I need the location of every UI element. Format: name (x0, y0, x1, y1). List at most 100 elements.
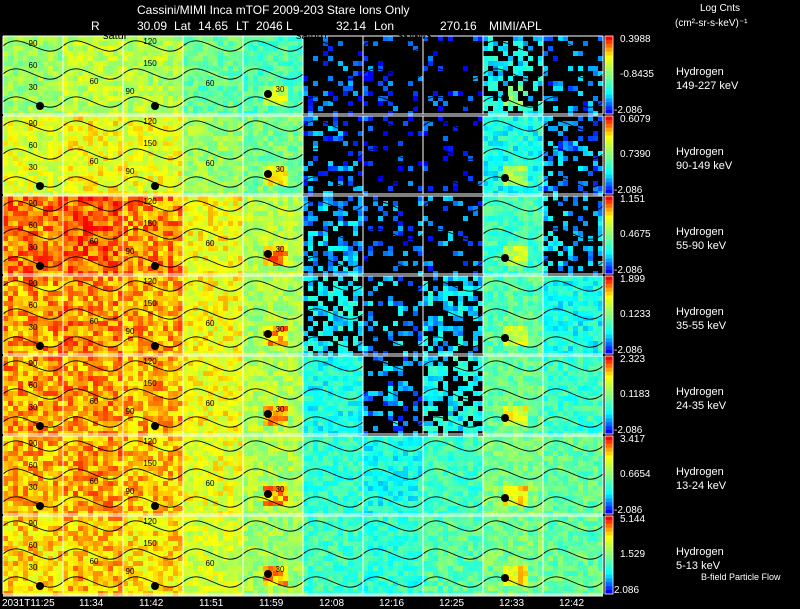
heatmap-cell (338, 216, 343, 221)
heatmap-cell (123, 36, 128, 41)
heatmap-cell (238, 86, 243, 91)
heatmap-cell (333, 246, 338, 251)
heatmap-cell (218, 91, 223, 96)
heatmap-cell (463, 216, 468, 221)
saturn-marker (36, 182, 44, 190)
heatmap-cell (133, 56, 138, 61)
heatmap-cell (208, 71, 213, 76)
heatmap-cell (203, 326, 208, 331)
heatmap-cell (553, 56, 558, 61)
contour-label: 60 (90, 237, 99, 246)
heatmap-cell (58, 311, 63, 316)
heatmap-cell (173, 81, 178, 86)
heatmap-cell (53, 46, 58, 51)
heatmap-cell (268, 156, 273, 161)
heatmap-cell (318, 231, 323, 236)
heatmap-cell (298, 76, 303, 81)
saturn-marker (36, 262, 44, 270)
heatmap-cell (38, 116, 43, 121)
heatmap-cell (88, 151, 93, 156)
heatmap-cell (13, 311, 18, 316)
heatmap-cell (233, 216, 238, 221)
heatmap-cell (3, 231, 8, 236)
heatmap-cell (63, 71, 68, 76)
heatmap-cell (73, 56, 78, 61)
heatmap-cell (63, 166, 68, 171)
heatmap-cell (198, 301, 203, 306)
heatmap-cell (248, 216, 253, 221)
colorbar-segment (605, 155, 613, 160)
heatmap-cell (148, 91, 153, 96)
heatmap-cell (23, 281, 28, 286)
heatmap-cell (228, 291, 233, 296)
heatmap-cell (218, 106, 223, 111)
heatmap-cell (218, 346, 223, 351)
heatmap-cell (113, 166, 118, 171)
heatmap-cell (63, 141, 68, 146)
heatmap-cell (178, 141, 183, 146)
heatmap-cell (233, 326, 238, 331)
heatmap-cell (38, 131, 43, 136)
heatmap-cell (33, 236, 38, 241)
heatmap-cell (143, 166, 148, 171)
heatmap-cell (123, 46, 128, 51)
contour-label: 90 (126, 247, 135, 256)
heatmap-cell (323, 36, 328, 41)
heatmap-cell (528, 181, 533, 186)
heatmap-cell (228, 36, 233, 41)
contour-label: 120 (143, 37, 157, 46)
heatmap-cell (23, 196, 28, 201)
heatmap-cell (198, 106, 203, 111)
contour-line (422, 256, 484, 268)
heatmap-cell (78, 141, 83, 146)
heatmap-cell (58, 321, 63, 326)
heatmap-cell (523, 261, 528, 266)
contour-line (422, 176, 484, 188)
heatmap-cell (43, 246, 48, 251)
contour-line (302, 68, 364, 80)
heatmap-cell (208, 321, 213, 326)
heatmap-cell (228, 61, 233, 66)
heatmap-cell (248, 211, 253, 216)
heatmap-cell (233, 231, 238, 236)
heatmap-cell (13, 56, 18, 61)
heatmap-cell (83, 196, 88, 201)
heatmap-cell (93, 236, 98, 241)
heatmap-cell (148, 341, 153, 346)
heatmap-cell (253, 176, 258, 181)
heatmap-cell (153, 171, 158, 176)
heatmap-cell (53, 151, 58, 156)
heatmap-cell (533, 81, 538, 86)
heatmap-cell (488, 136, 493, 141)
heatmap-cell (203, 171, 208, 176)
heatmap-cell (508, 256, 513, 261)
heatmap-cell (23, 346, 28, 351)
heatmap-cell (233, 136, 238, 141)
heatmap-cell (283, 121, 288, 126)
contour-line (302, 256, 364, 268)
heatmap-cell (483, 61, 488, 66)
heatmap-cell (373, 41, 378, 46)
heatmap-cell (243, 86, 248, 91)
heatmap-cell (148, 241, 153, 246)
heatmap-cell (493, 171, 498, 176)
heatmap-cell (138, 36, 143, 41)
heatmap-cell (193, 106, 198, 111)
heatmap-cell (393, 266, 398, 271)
heatmap-cell (63, 91, 68, 96)
heatmap-cell (203, 251, 208, 256)
heatmap-cell (3, 51, 8, 56)
colorbar-segment (605, 151, 613, 156)
heatmap-cell (163, 166, 168, 171)
heatmap-cell (218, 256, 223, 261)
heatmap-cell (593, 121, 598, 126)
heatmap-cell (133, 101, 138, 106)
heatmap-cell (183, 291, 188, 296)
heatmap-cell (13, 246, 18, 251)
heatmap-cell (268, 236, 273, 241)
heatmap-cell (148, 316, 153, 321)
heatmap-cell (143, 76, 148, 81)
heatmap-cell (23, 41, 28, 46)
heatmap-cell (238, 256, 243, 261)
heatmap-cell (258, 91, 263, 96)
